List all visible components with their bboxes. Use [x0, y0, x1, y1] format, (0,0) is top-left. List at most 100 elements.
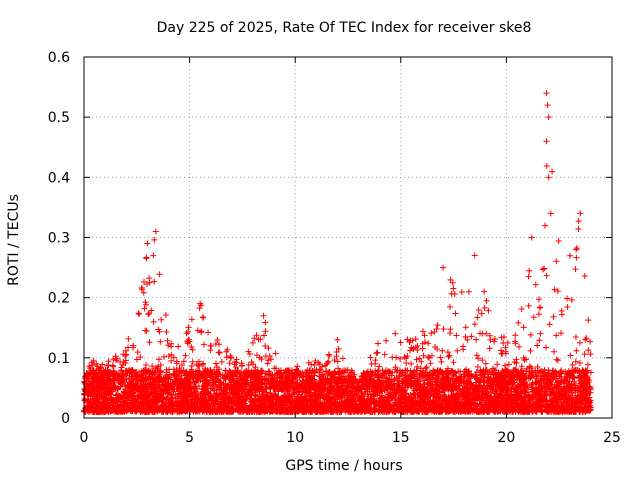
data-point [554, 288, 561, 295]
data-point [189, 358, 196, 365]
data-point [518, 305, 525, 312]
data-point [439, 369, 446, 376]
data-point [334, 358, 341, 365]
data-point [146, 310, 153, 317]
chart-title: Day 225 of 2025, Rate Of TEC Index for r… [157, 20, 532, 36]
data-point [512, 338, 519, 345]
data-point [409, 337, 416, 344]
data-point [491, 336, 498, 343]
data-point [208, 343, 215, 350]
data-point [575, 225, 582, 232]
data-point [486, 345, 493, 352]
data-point [374, 349, 381, 356]
data-point [134, 349, 141, 356]
data-point [224, 346, 231, 353]
data-point [433, 326, 440, 333]
data-point [180, 358, 187, 365]
data-point [376, 363, 383, 370]
data-point [196, 305, 203, 312]
data-point [535, 296, 542, 303]
data-point [485, 307, 492, 314]
data-point [410, 345, 417, 352]
data-point [162, 312, 169, 319]
data-point [120, 351, 127, 358]
data-point [553, 332, 560, 339]
data-point [216, 349, 223, 356]
data-point [157, 338, 164, 345]
data-point [404, 367, 411, 374]
data-point [458, 289, 465, 296]
data-point [551, 348, 558, 355]
data-point [512, 332, 519, 339]
data-point [413, 356, 420, 363]
data-point [498, 347, 505, 354]
data-point [374, 340, 381, 347]
data-point [542, 344, 549, 351]
data-point [251, 335, 258, 342]
data-point [164, 337, 171, 344]
data-point [473, 352, 480, 359]
data-point [150, 252, 157, 259]
data-point [447, 303, 454, 310]
data-point [183, 330, 190, 337]
data-point [207, 347, 214, 354]
data-point [486, 332, 493, 339]
data-point [422, 365, 429, 372]
data-point [262, 319, 269, 326]
data-point [437, 354, 444, 361]
data-point [464, 336, 471, 343]
data-point [462, 324, 469, 331]
data-point [125, 335, 132, 342]
data-point [481, 304, 488, 311]
data-point [168, 357, 175, 364]
data-point [572, 358, 579, 365]
data-point [200, 360, 207, 367]
data-point [253, 332, 260, 339]
data-point [163, 328, 170, 335]
data-point [150, 318, 157, 325]
data-point [515, 319, 522, 326]
data-point [527, 347, 534, 354]
data-point [205, 329, 212, 336]
data-point [200, 341, 207, 348]
data-point [188, 316, 195, 323]
data-point [140, 278, 147, 285]
data-point [558, 330, 565, 337]
data-point [212, 360, 219, 367]
data-point [245, 348, 252, 355]
data-point [262, 353, 269, 360]
data-point [151, 236, 158, 243]
data-point [323, 368, 330, 375]
data-point [491, 338, 498, 345]
data-point [553, 258, 560, 265]
data-point [420, 352, 427, 359]
data-point [581, 273, 588, 280]
data-point [416, 355, 423, 362]
data-point [404, 336, 411, 343]
data-point [142, 299, 149, 306]
data-point [89, 362, 96, 369]
data-point [407, 347, 414, 354]
data-point [576, 360, 583, 367]
data-point [475, 307, 482, 314]
data-point [425, 354, 432, 361]
data-point [439, 347, 446, 354]
data-point [238, 360, 245, 367]
data-point [143, 301, 150, 308]
data-point [421, 332, 428, 339]
data-point [163, 366, 170, 373]
data-point [195, 376, 202, 383]
data-point [419, 345, 426, 352]
data-point [525, 302, 532, 309]
data-point [478, 310, 485, 317]
data-point [326, 352, 333, 359]
data-point [526, 267, 533, 274]
data-point [232, 364, 239, 371]
data-point [453, 332, 460, 339]
data-point [245, 361, 252, 368]
data-point [226, 360, 233, 367]
data-point [576, 339, 583, 346]
data-point [137, 354, 144, 361]
data-point [440, 326, 447, 333]
